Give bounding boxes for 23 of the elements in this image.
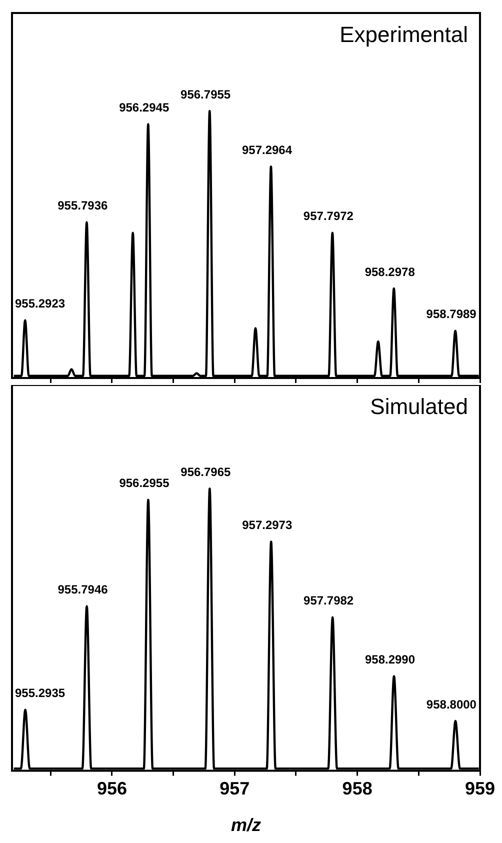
annotation: 955.7946 [58, 582, 108, 596]
annotation: 958.2978 [364, 264, 416, 279]
annotation: 955.2935 [14, 686, 66, 700]
annotation: 957.2973 [242, 518, 292, 532]
annotation: 956.2955 [119, 476, 170, 490]
annotation: 958.7989 [426, 307, 477, 322]
text: Simulated [370, 394, 468, 420]
annotation: 958.8000 [426, 697, 477, 712]
x-tick-label: 956 [96, 778, 127, 799]
annotation: 956.7965 [180, 464, 232, 479]
annotation: 957.7972 [303, 209, 354, 224]
annotation: 957.2964 [242, 142, 292, 157]
x-tick-label: 959 [464, 778, 496, 799]
annotation: 956.7955 [180, 87, 231, 102]
annotation: 955.7936 [58, 198, 108, 213]
x-tick-label: 958 [342, 778, 372, 799]
x-tick-label: 957 [220, 778, 250, 799]
annotation: 955.2923 [14, 296, 66, 311]
annotation: 958.2990 [364, 652, 416, 666]
annotation: 956.2945 [119, 100, 170, 115]
x-axis-title: m/z [230, 815, 262, 836]
text: Experimental [340, 22, 468, 48]
annotation: 957.7982 [304, 594, 354, 608]
